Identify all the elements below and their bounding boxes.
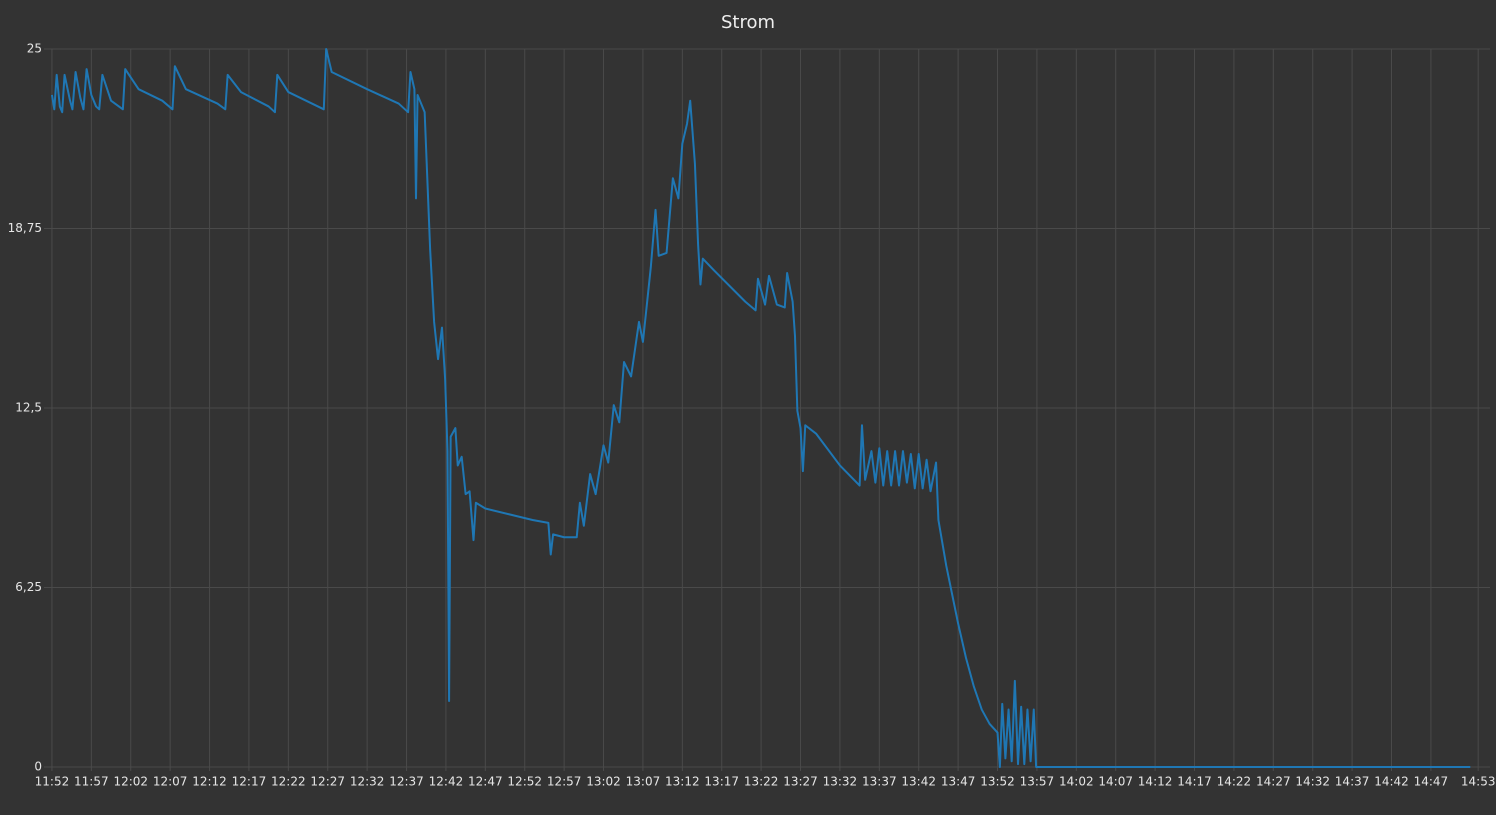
- x-tick-label: 12:27: [310, 775, 345, 789]
- x-tick-label: 11:57: [74, 775, 109, 789]
- x-tick-label: 14:32: [1295, 775, 1330, 789]
- x-tick-label: 12:17: [232, 775, 267, 789]
- x-tick-label: 12:57: [547, 775, 582, 789]
- x-tick-label: 14:12: [1138, 775, 1173, 789]
- y-tick-label: 18,75: [8, 221, 42, 235]
- x-tick-label: 12:52: [507, 775, 542, 789]
- x-tick-label: 13:47: [941, 775, 976, 789]
- x-tick-label: 13:42: [901, 775, 936, 789]
- x-tick-label: 14:17: [1177, 775, 1212, 789]
- x-tick-label: 12:37: [389, 775, 424, 789]
- x-tick-label: 12:32: [350, 775, 385, 789]
- x-tick-label: 13:22: [744, 775, 779, 789]
- x-tick-label: 14:22: [1217, 775, 1252, 789]
- x-tick-label: 12:42: [429, 775, 464, 789]
- x-tick-label: 14:47: [1414, 775, 1449, 789]
- x-tick-label: 12:47: [468, 775, 503, 789]
- x-tick-label: 13:02: [586, 775, 621, 789]
- x-tick-label: 13:27: [783, 775, 818, 789]
- x-tick-label: 12:07: [153, 775, 188, 789]
- x-tick-label: 12:22: [271, 775, 306, 789]
- x-tick-label: 13:57: [1020, 775, 1055, 789]
- x-tick-label: 13:37: [862, 775, 897, 789]
- x-tick-label: 13:12: [665, 775, 700, 789]
- x-tick-label: 14:27: [1256, 775, 1291, 789]
- y-tick-label: 0: [34, 760, 42, 774]
- y-tick-label: 12,5: [15, 401, 42, 415]
- chart-title: Strom: [721, 12, 775, 33]
- x-tick-label: 14:42: [1374, 775, 1409, 789]
- x-tick-label: 12:12: [192, 775, 227, 789]
- x-tick-label: 13:17: [704, 775, 739, 789]
- x-tick-label: 14:53: [1461, 775, 1496, 789]
- x-tick-label: 13:52: [980, 775, 1015, 789]
- x-tick-label: 11:52: [35, 775, 70, 789]
- x-tick-label: 14:02: [1059, 775, 1094, 789]
- y-tick-label: 25: [27, 42, 42, 56]
- data-line: [50, 48, 1471, 768]
- x-tick-label: 14:07: [1098, 775, 1133, 789]
- x-tick-label: 13:32: [823, 775, 858, 789]
- x-tick-label: 14:37: [1335, 775, 1370, 789]
- y-tick-label: 6,25: [15, 580, 42, 594]
- x-tick-label: 12:02: [113, 775, 148, 789]
- x-tick-label: 13:07: [626, 775, 661, 789]
